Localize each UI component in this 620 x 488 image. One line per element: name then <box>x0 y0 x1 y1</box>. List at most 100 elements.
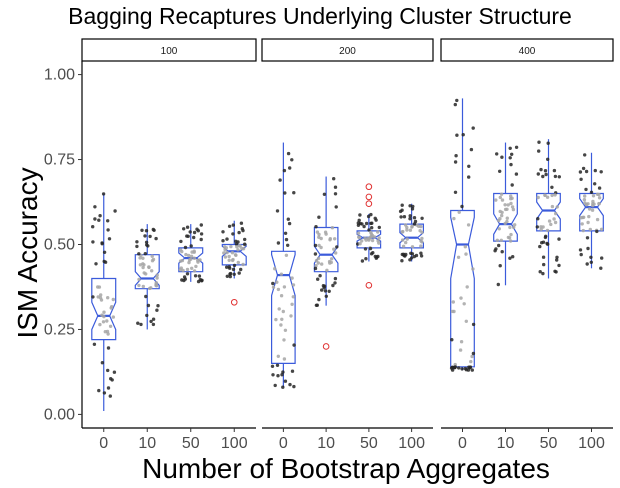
facet-panel-100: 100 0 10 50 100 <box>81 38 257 452</box>
data-point <box>98 322 102 327</box>
data-point <box>408 204 412 208</box>
data-point <box>536 195 540 200</box>
data-point <box>398 209 403 214</box>
data-point <box>408 214 412 218</box>
data-point <box>376 239 380 243</box>
data-point <box>495 152 499 156</box>
data-point <box>505 207 509 211</box>
data-point <box>599 170 603 174</box>
data-point <box>585 236 590 240</box>
boxplot-200-0: 0 <box>270 142 296 452</box>
data-point <box>402 215 407 219</box>
data-point <box>199 237 203 242</box>
data-point <box>282 338 286 342</box>
data-point <box>452 216 456 221</box>
data-point <box>498 195 502 200</box>
data-point <box>138 256 142 260</box>
data-point <box>314 303 319 307</box>
data-point <box>316 277 320 281</box>
data-point <box>457 366 461 370</box>
data-point <box>360 259 365 263</box>
data-point <box>456 255 461 259</box>
data-point <box>455 98 459 103</box>
data-point <box>291 295 295 299</box>
data-point <box>181 268 185 273</box>
data-point <box>156 304 160 308</box>
data-point <box>498 264 502 268</box>
data-point <box>581 166 586 171</box>
data-point <box>144 272 148 276</box>
data-point <box>279 294 284 298</box>
data-point <box>578 248 583 252</box>
data-point <box>335 245 339 249</box>
data-point <box>227 258 231 262</box>
data-point <box>508 156 512 160</box>
data-point <box>578 170 583 174</box>
data-point <box>111 297 116 302</box>
data-point <box>237 230 241 235</box>
x-tick-label: 0 <box>99 435 108 452</box>
data-point <box>461 133 465 137</box>
data-point <box>372 235 377 239</box>
data-point <box>370 238 375 243</box>
data-point <box>180 258 185 263</box>
data-point <box>313 252 318 256</box>
data-point <box>401 229 405 234</box>
x-tick-label: 0 <box>458 435 467 452</box>
data-point <box>358 221 362 226</box>
data-point <box>108 394 113 398</box>
data-point <box>192 256 197 260</box>
facet-strip <box>261 38 434 62</box>
data-point <box>453 362 457 367</box>
boxplot-400-10: 10 <box>493 142 519 452</box>
data-point <box>283 231 288 235</box>
data-point <box>282 168 287 173</box>
data-point <box>315 230 320 234</box>
data-point <box>599 266 603 270</box>
data-point <box>332 177 336 181</box>
data-point <box>514 145 519 149</box>
data-point <box>197 274 202 278</box>
data-point <box>581 228 585 233</box>
data-point <box>327 259 332 264</box>
data-point <box>271 373 275 377</box>
data-point <box>368 246 373 251</box>
data-point <box>292 343 296 347</box>
data-point <box>468 365 473 369</box>
data-point <box>555 258 559 262</box>
data-point <box>597 186 602 190</box>
data-point <box>499 192 504 196</box>
x-tick-label: 10 <box>138 435 156 452</box>
data-point <box>289 314 293 318</box>
data-point <box>198 277 202 282</box>
data-point <box>109 377 113 381</box>
boxplot-200-50: 50 <box>356 183 382 452</box>
data-point <box>537 140 541 144</box>
data-point <box>553 220 558 225</box>
data-point <box>376 230 380 234</box>
facet-strip-label: 400 <box>519 46 536 57</box>
data-point <box>471 351 476 356</box>
data-point <box>419 251 423 255</box>
data-point <box>278 178 282 182</box>
data-point <box>543 235 548 240</box>
data-point <box>146 244 150 248</box>
data-point <box>318 274 322 278</box>
data-point <box>183 245 188 250</box>
data-point <box>286 243 290 247</box>
data-point <box>541 225 545 229</box>
data-point <box>536 217 540 221</box>
data-point <box>136 321 140 325</box>
data-point <box>462 302 466 306</box>
data-point <box>552 217 556 221</box>
data-point <box>460 367 464 371</box>
facet-strip-label: 200 <box>339 46 356 57</box>
data-point <box>106 228 110 232</box>
data-point <box>369 212 373 217</box>
data-point <box>590 208 595 212</box>
data-point <box>112 370 117 374</box>
boxplot-400-0: 0 <box>449 98 476 452</box>
data-point <box>451 300 455 304</box>
data-point <box>113 209 117 213</box>
data-point <box>243 237 247 242</box>
